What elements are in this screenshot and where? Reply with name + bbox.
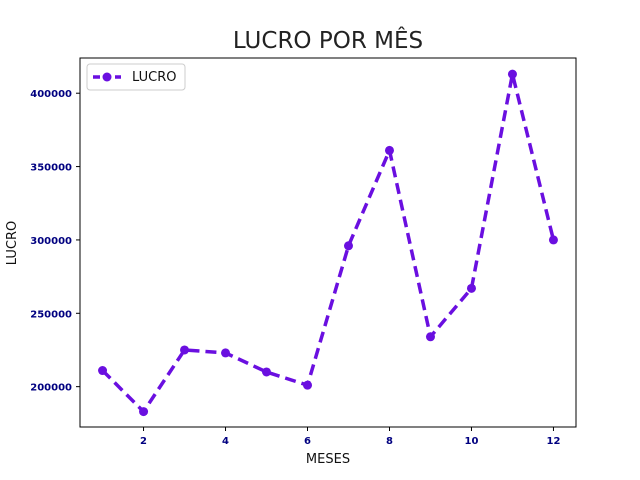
y-tick-label: 250000 — [30, 309, 72, 320]
x-tick-label: 6 — [304, 436, 311, 447]
chart-title: LUCRO POR MÊS — [233, 26, 423, 54]
legend-box — [86, 63, 186, 91]
legend-marker — [102, 72, 112, 82]
data-point — [221, 348, 231, 358]
y-tick-label: 350000 — [30, 163, 72, 174]
y-axis-label: LUCRO — [5, 221, 20, 265]
x-tick-label: 8 — [386, 436, 393, 447]
x-tick-label: 12 — [546, 436, 560, 447]
x-axis-label: MESES — [306, 452, 350, 467]
y-tick-label: 300000 — [30, 236, 72, 247]
x-tick-label: 4 — [222, 436, 229, 447]
y-axis-ticks: 200000 250000 300000 350000 400000 — [30, 89, 80, 394]
series-lucro — [98, 69, 558, 417]
legend-label: LUCRO — [132, 70, 176, 85]
data-point — [303, 380, 313, 390]
plot-area — [79, 57, 577, 428]
x-axis-ticks: 2 4 6 8 10 12 — [140, 427, 560, 447]
data-point — [425, 332, 435, 342]
data-point — [343, 241, 353, 251]
data-point — [139, 407, 149, 417]
x-tick-label: 10 — [465, 436, 479, 447]
data-point — [384, 145, 394, 155]
y-tick-label: 200000 — [30, 383, 72, 394]
series-line — [101, 72, 556, 414]
data-point — [507, 69, 517, 79]
x-tick-label: 2 — [140, 436, 147, 447]
data-point — [98, 366, 108, 376]
data-point — [180, 345, 190, 355]
y-tick-label: 400000 — [30, 89, 72, 100]
data-point — [262, 367, 272, 377]
data-point — [548, 235, 558, 245]
legend: LUCRO — [86, 63, 186, 91]
data-point — [466, 283, 476, 293]
